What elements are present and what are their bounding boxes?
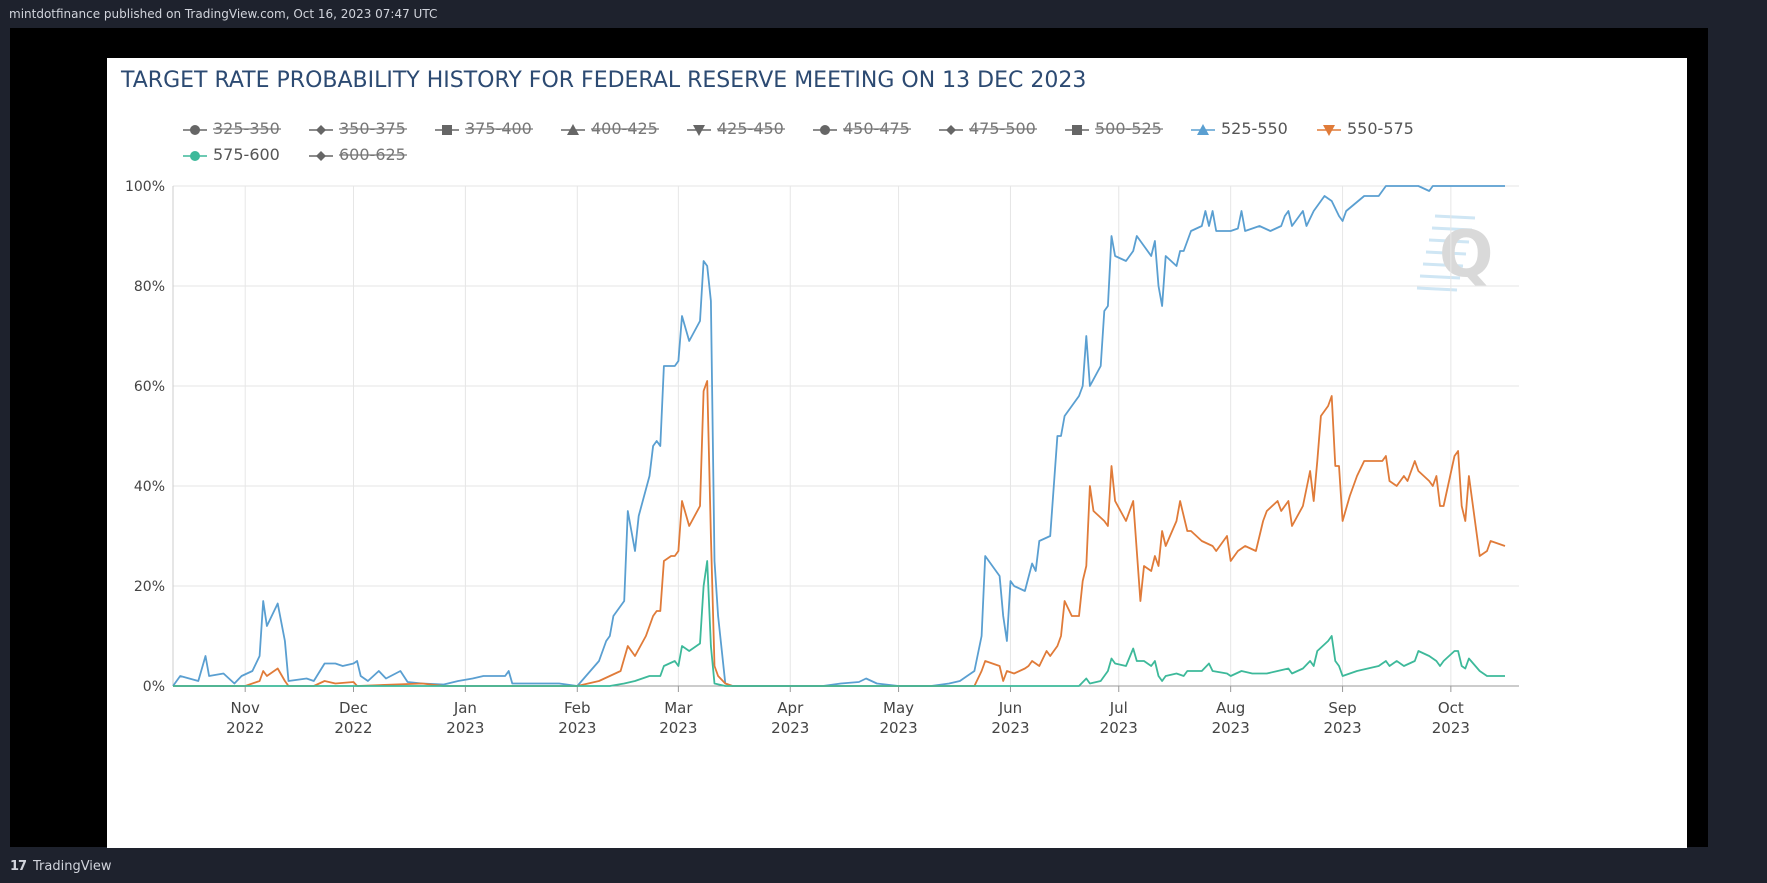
x-tick-month: Nov: [231, 699, 260, 717]
watermark-letter: Q: [1439, 218, 1493, 292]
y-tick-label: 0%: [143, 679, 165, 695]
legend-item-375-400: 375-400: [435, 119, 533, 138]
y-tick-label: 60%: [134, 379, 165, 395]
legend-item-475-500: 475-500: [939, 119, 1037, 138]
x-tick-month: Oct: [1438, 699, 1464, 717]
x-tick-month: May: [883, 699, 914, 717]
legend-label: 550-575: [1347, 119, 1414, 138]
chart-grid: [173, 185, 1519, 692]
chart-panel: TARGET RATE PROBABILITY HISTORY FOR FEDE…: [107, 58, 1687, 848]
series-line-575-600: [173, 560, 1505, 687]
legend-marker-icon: [1197, 124, 1209, 135]
watermark-stripe: [1431, 226, 1473, 232]
x-tick-month: Mar: [664, 699, 693, 717]
legend-label: 575-600: [213, 145, 280, 164]
legend-item-525-550: 525-550: [1191, 119, 1288, 138]
legend-item-425-450: 425-450: [687, 119, 785, 138]
x-tick-year: 2023: [659, 719, 697, 737]
legend-marker-icon: [190, 125, 200, 135]
x-tick-month: Dec: [339, 699, 368, 717]
y-tick-label: 80%: [134, 279, 165, 295]
legend-marker-icon: [820, 125, 830, 135]
legend-marker-icon: [1323, 125, 1335, 136]
x-tick-month: Apr: [777, 699, 804, 717]
legend-item-450-475: 450-475: [813, 119, 911, 138]
x-tick-month: Jul: [1109, 699, 1128, 717]
watermark-stripe: [1419, 274, 1461, 280]
legend-item-600-625: 600-625: [309, 145, 407, 164]
tradingview-logo-icon: 17: [10, 859, 27, 874]
footer-bar: 17 TradingView: [0, 851, 1767, 883]
legend-item-500-525: 500-525: [1065, 119, 1163, 138]
rate-probability-chart: TARGET RATE PROBABILITY HISTORY FOR FEDE…: [120, 68, 1519, 737]
legend-marker-icon: [693, 125, 705, 136]
x-tick-year: 2023: [1323, 719, 1361, 737]
watermark-stripe: [1428, 238, 1470, 244]
series-line-525-550: [172, 185, 1505, 687]
x-tick-year: 2023: [771, 719, 809, 737]
watermark-stripe: [1425, 250, 1467, 256]
legend-marker-icon: [442, 125, 452, 135]
legend-item-550-575: 550-575: [1317, 119, 1414, 138]
legend-marker-icon: [316, 151, 326, 161]
x-tick-year: 2023: [991, 719, 1029, 737]
y-tick-label: 20%: [134, 579, 165, 595]
x-tick-year: 2023: [1432, 719, 1470, 737]
published-text: mintdotfinance published on TradingView.…: [9, 7, 438, 21]
chart-legend: 325-350 350-375 375-400 400-425 425-450 450-4…: [183, 119, 1414, 164]
legend-label: 525-550: [1221, 119, 1288, 138]
published-bar: mintdotfinance published on TradingView.…: [0, 0, 1767, 28]
q-watermark-icon: Q: [1416, 214, 1493, 292]
snapshot-frame: TARGET RATE PROBABILITY HISTORY FOR FEDE…: [10, 28, 1708, 848]
x-tick-month: Feb: [564, 699, 591, 717]
legend-item-350-375: 350-375: [309, 119, 407, 138]
x-tick-year: 2023: [879, 719, 917, 737]
tradingview-brand: TradingView: [33, 859, 112, 874]
legend-marker-icon: [316, 125, 326, 135]
y-tick-label: 100%: [125, 179, 165, 195]
legend-marker-icon: [190, 151, 200, 161]
legend-marker-icon: [946, 125, 956, 135]
legend-item-575-600: 575-600: [183, 145, 280, 164]
series-line-550-575: [173, 380, 1506, 687]
watermark-stripe: [1422, 262, 1464, 268]
x-tick-year: 2022: [226, 719, 264, 737]
y-tick-label: 40%: [134, 479, 165, 495]
x-tick-month: Sep: [1328, 699, 1356, 717]
legend-item-325-350: 325-350: [183, 119, 281, 138]
legend-item-400-425: 400-425: [561, 119, 659, 138]
legend-marker-icon: [567, 124, 579, 135]
legend-marker-icon: [1072, 125, 1082, 135]
x-tick-month: Aug: [1216, 699, 1245, 717]
x-tick-year: 2023: [1212, 719, 1250, 737]
x-tick-year: 2022: [334, 719, 372, 737]
x-tick-month: Jun: [998, 699, 1022, 717]
watermark-stripe: [1416, 286, 1458, 292]
x-tick-month: Jan: [453, 699, 477, 717]
x-tick-year: 2023: [558, 719, 596, 737]
x-tick-year: 2023: [1100, 719, 1138, 737]
watermark-stripe: [1434, 214, 1476, 220]
chart-title: TARGET RATE PROBABILITY HISTORY FOR FEDE…: [120, 68, 1086, 93]
x-tick-year: 2023: [446, 719, 484, 737]
